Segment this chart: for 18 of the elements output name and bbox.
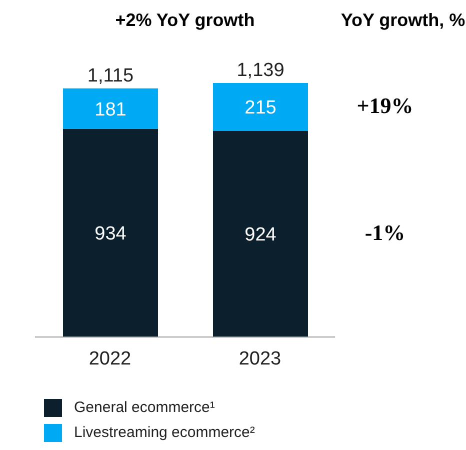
data-label: 924	[244, 224, 277, 246]
total-label: 1,115	[87, 65, 134, 86]
legend-label: General ecommerce¹	[74, 399, 215, 416]
text: -1%	[364, 220, 406, 246]
text: +19%	[356, 92, 414, 119]
x-tick-label: 2022	[88, 348, 132, 370]
bar	[63, 128, 158, 337]
bar	[63, 88, 158, 129]
text: YoY growth, %	[340, 10, 466, 31]
total-label: 1,139	[236, 60, 284, 81]
data-label: 934	[94, 224, 127, 245]
chart-title: +2% YoY growth	[114, 10, 256, 31]
bar	[213, 83, 308, 131]
bar	[213, 130, 308, 337]
data-label: 181	[94, 99, 126, 120]
data-label: 215	[244, 98, 276, 119]
x-tick-label: 2023	[238, 348, 282, 370]
legend-label: Livestreaming ecommerce²	[74, 424, 255, 441]
